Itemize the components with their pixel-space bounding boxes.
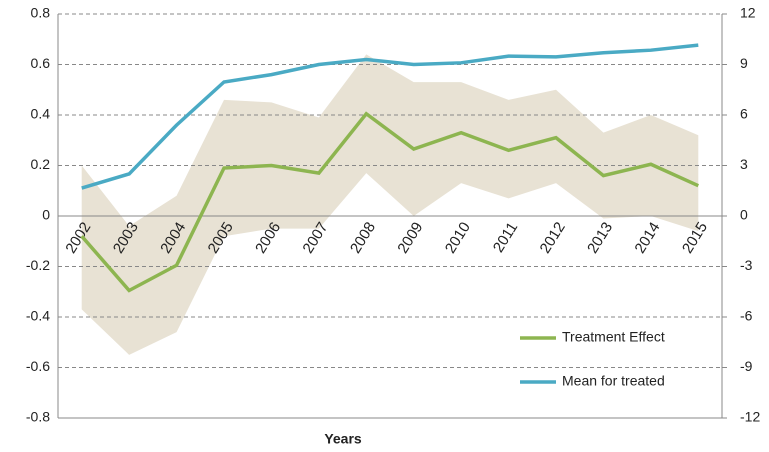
x-tick-label: 2014 xyxy=(632,219,664,256)
y-tick-label: -0.6 xyxy=(26,358,50,374)
y-tick-label: 0.4 xyxy=(31,106,51,122)
y-tick-label: 0 xyxy=(42,207,50,223)
y2-tick-label: 12 xyxy=(740,5,756,21)
x-tick-label: 2012 xyxy=(537,219,569,256)
confidence-band xyxy=(81,54,699,355)
x-axis-label: Years xyxy=(324,431,362,447)
x-tick-label: 2009 xyxy=(394,219,426,256)
y2-tick-label: -9 xyxy=(740,358,753,374)
y-tick-label: 0.6 xyxy=(31,55,51,71)
y2-tick-label: -12 xyxy=(740,409,760,425)
y-tick-label: 0.8 xyxy=(31,5,51,21)
y2-tick-label: 0 xyxy=(740,207,748,223)
y2-tick-label: 6 xyxy=(740,106,748,122)
line-series xyxy=(80,111,700,293)
x-tick-label: 2008 xyxy=(347,219,379,256)
line-series xyxy=(81,43,699,190)
x-tick-label: 2010 xyxy=(442,219,474,256)
y-tick-label: -0.2 xyxy=(26,257,50,273)
x-tick-label: 2013 xyxy=(584,219,616,256)
legend-label: Mean for treated xyxy=(562,373,665,389)
legend-label: Treatment Effect xyxy=(562,329,665,345)
y2-tick-label: -3 xyxy=(740,257,753,273)
x-tick-label: 2011 xyxy=(490,219,522,255)
y2-tick-label: 9 xyxy=(740,55,748,71)
y-tick-label: -0.8 xyxy=(26,409,50,425)
y2-tick-label: -6 xyxy=(740,308,753,324)
y-tick-label: 0.2 xyxy=(31,156,51,172)
y2-tick-label: 3 xyxy=(740,156,748,172)
y-tick-label: -0.4 xyxy=(26,308,50,324)
